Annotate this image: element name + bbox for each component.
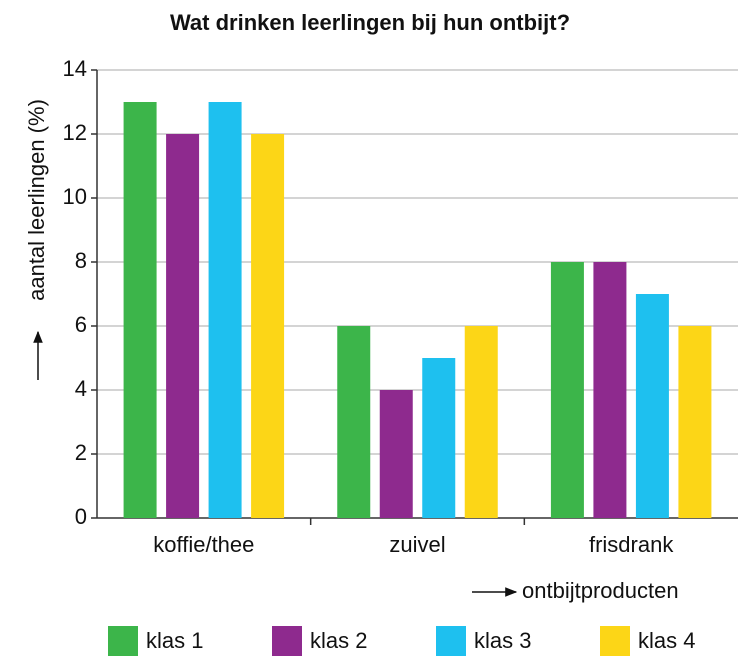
- bar: [550, 262, 584, 518]
- legend-swatch: [436, 626, 466, 656]
- y-tick-label: 14: [63, 56, 87, 81]
- bar: [337, 326, 371, 518]
- x-axis-label: ontbijtproducten: [522, 578, 679, 603]
- chart-title: Wat drinken leerlingen bij hun ontbijt?: [170, 10, 570, 35]
- legend-label: klas 1: [146, 628, 203, 653]
- bar: [464, 326, 498, 518]
- x-tick-label: koffie/thee: [153, 532, 254, 557]
- legend-label: klas 3: [474, 628, 531, 653]
- bar: [166, 134, 200, 518]
- y-tick-label: 10: [63, 184, 87, 209]
- bar: [678, 326, 712, 518]
- legend-swatch: [600, 626, 630, 656]
- bar: [251, 134, 285, 518]
- x-tick-label: zuivel: [389, 532, 445, 557]
- y-tick-label: 2: [75, 440, 87, 465]
- legend-swatch: [272, 626, 302, 656]
- bar: [635, 294, 669, 518]
- bar: [379, 390, 413, 518]
- legend-label: klas 4: [638, 628, 695, 653]
- y-tick-label: 6: [75, 312, 87, 337]
- bar: [123, 102, 157, 518]
- bar: [422, 358, 456, 518]
- legend-swatch: [108, 626, 138, 656]
- y-tick-label: 4: [75, 376, 87, 401]
- y-tick-label: 12: [63, 120, 87, 145]
- bar: [208, 102, 242, 518]
- bar: [593, 262, 627, 518]
- y-axis-label: aantal leerlingen (%): [24, 99, 49, 301]
- y-tick-label: 0: [75, 504, 87, 529]
- legend-label: klas 2: [310, 628, 367, 653]
- y-tick-label: 8: [75, 248, 87, 273]
- x-tick-label: frisdrank: [589, 532, 674, 557]
